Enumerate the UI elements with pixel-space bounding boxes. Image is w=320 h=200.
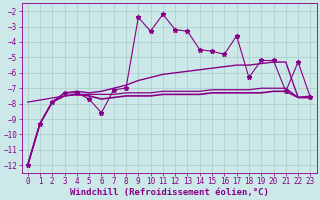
X-axis label: Windchill (Refroidissement éolien,°C): Windchill (Refroidissement éolien,°C) [69,188,268,197]
